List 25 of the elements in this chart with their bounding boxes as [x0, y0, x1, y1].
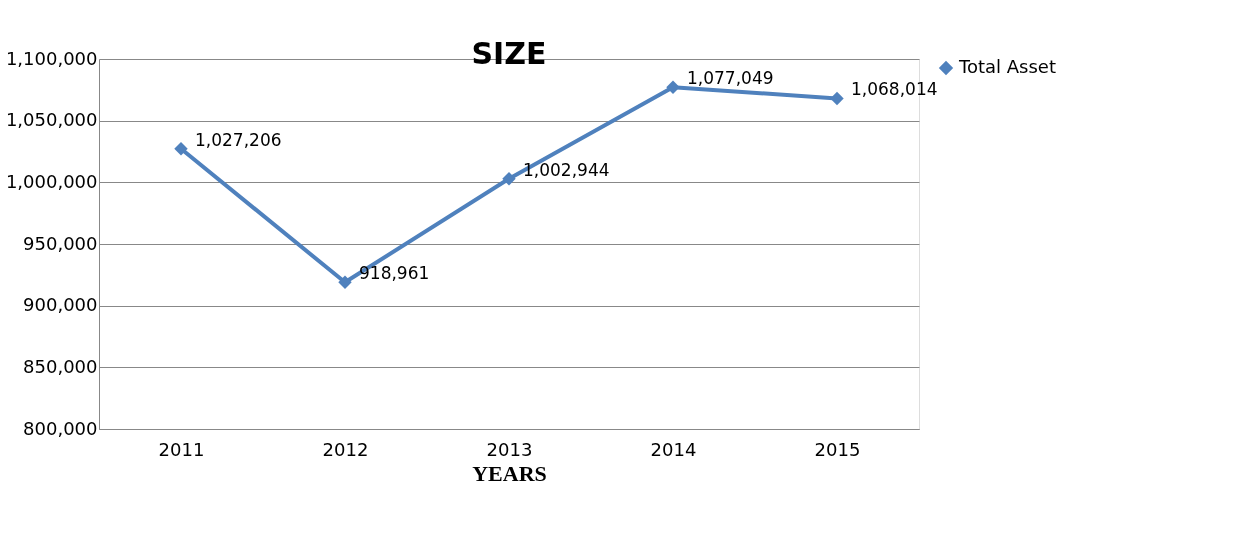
y-tick-label: 1,000,000: [5, 170, 98, 192]
point: [830, 91, 844, 106]
y-tick-label: 1,100,000: [5, 47, 98, 69]
x-tick-label: 2014: [650, 438, 697, 460]
data-label: 1,077,049: [687, 68, 774, 89]
point: [502, 171, 516, 186]
chart-title: SIZE: [471, 36, 547, 71]
data-label: 1,027,206: [195, 129, 282, 150]
data-label: 1,068,014: [851, 79, 938, 100]
y-tick-label: 850,000: [23, 355, 98, 377]
point: [174, 142, 188, 156]
point: [338, 275, 352, 289]
legend-label: Total Asset: [958, 56, 1056, 77]
y-tick-label: 950,000: [23, 232, 98, 254]
y-tick-label: 800,000: [23, 417, 98, 439]
x-tick-label: 2015: [814, 438, 861, 460]
x-tick-label: 2011: [158, 438, 205, 460]
x-tick-label: 2013: [486, 438, 533, 460]
y-tick-label: 1,050,000: [5, 109, 98, 131]
point: [666, 80, 680, 95]
x-tick-label: 2012: [322, 438, 369, 460]
data-label: 1,002,944: [523, 159, 610, 180]
x-axis-title: YEARS: [472, 460, 547, 486]
y-tick-label: 900,000: [23, 294, 98, 316]
data-label: 918,961: [359, 263, 430, 284]
